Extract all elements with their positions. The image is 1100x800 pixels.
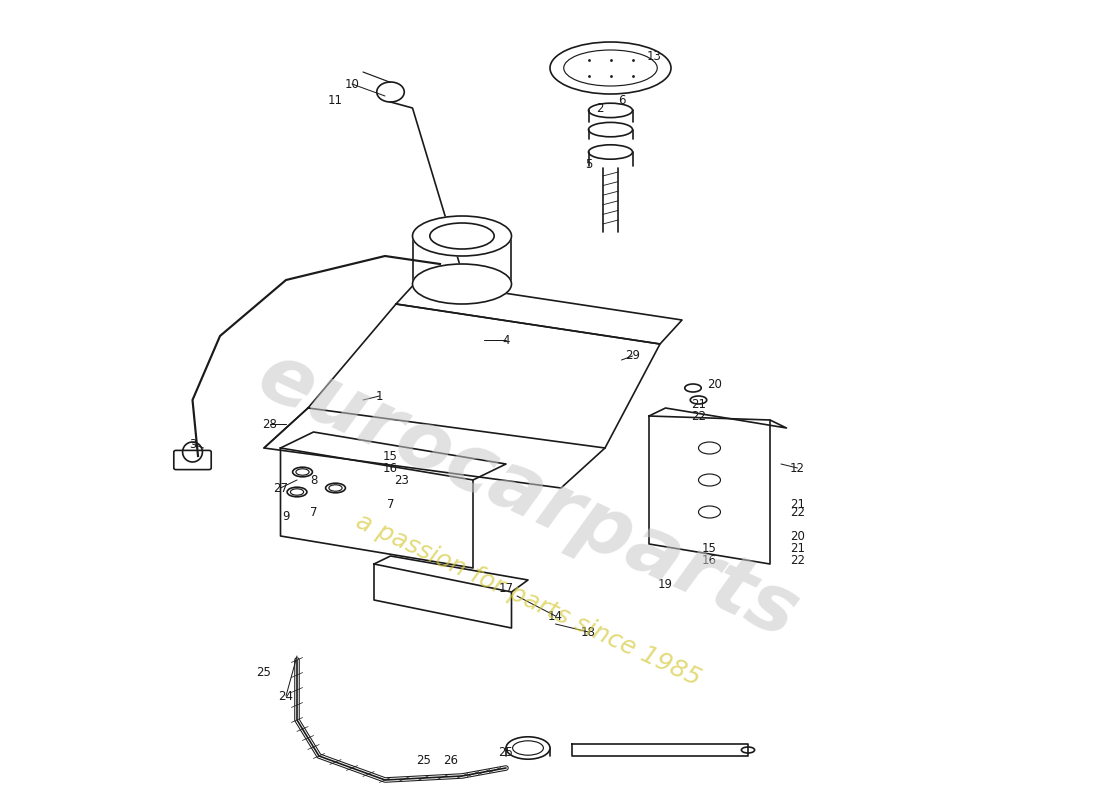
Text: a passion for parts since 1985: a passion for parts since 1985 xyxy=(352,510,704,690)
Text: 26: 26 xyxy=(443,754,459,766)
Text: 18: 18 xyxy=(581,626,596,638)
Text: 3: 3 xyxy=(189,438,196,450)
Text: 4: 4 xyxy=(503,334,509,346)
Text: 15: 15 xyxy=(383,450,398,462)
Text: 2: 2 xyxy=(596,102,603,114)
Text: 24: 24 xyxy=(278,690,294,702)
Text: 9: 9 xyxy=(283,510,289,522)
Text: eurocarparts: eurocarparts xyxy=(245,337,811,655)
Text: 1: 1 xyxy=(376,390,383,402)
Text: 27: 27 xyxy=(273,482,288,494)
Text: 16: 16 xyxy=(702,554,717,566)
Text: 14: 14 xyxy=(548,610,563,622)
Text: 25: 25 xyxy=(256,666,272,678)
Text: 7: 7 xyxy=(310,506,317,518)
Text: 10: 10 xyxy=(344,78,360,90)
Ellipse shape xyxy=(412,216,512,256)
Text: 11: 11 xyxy=(328,94,343,106)
Text: 17: 17 xyxy=(498,582,514,594)
Text: 21: 21 xyxy=(790,498,805,510)
Text: 20: 20 xyxy=(790,530,805,542)
Text: 12: 12 xyxy=(790,462,805,474)
Text: 22: 22 xyxy=(790,554,805,566)
Text: 25: 25 xyxy=(416,754,431,766)
Text: 29: 29 xyxy=(625,350,640,362)
Text: 13: 13 xyxy=(647,50,662,62)
Text: 23: 23 xyxy=(394,474,409,486)
Text: 21: 21 xyxy=(691,398,706,410)
Ellipse shape xyxy=(506,737,550,759)
Text: 21: 21 xyxy=(790,542,805,554)
Text: 19: 19 xyxy=(658,578,673,590)
Text: 5: 5 xyxy=(585,158,592,170)
Text: 6: 6 xyxy=(618,94,625,106)
Text: 7: 7 xyxy=(387,498,394,510)
Text: 20: 20 xyxy=(707,378,723,390)
Text: 22: 22 xyxy=(790,506,805,518)
Text: 15: 15 xyxy=(702,542,717,554)
Ellipse shape xyxy=(412,264,512,304)
Text: 8: 8 xyxy=(310,474,317,486)
Text: 22: 22 xyxy=(691,410,706,422)
Text: 28: 28 xyxy=(262,418,277,430)
Text: 16: 16 xyxy=(383,462,398,474)
Text: 25: 25 xyxy=(498,746,514,758)
